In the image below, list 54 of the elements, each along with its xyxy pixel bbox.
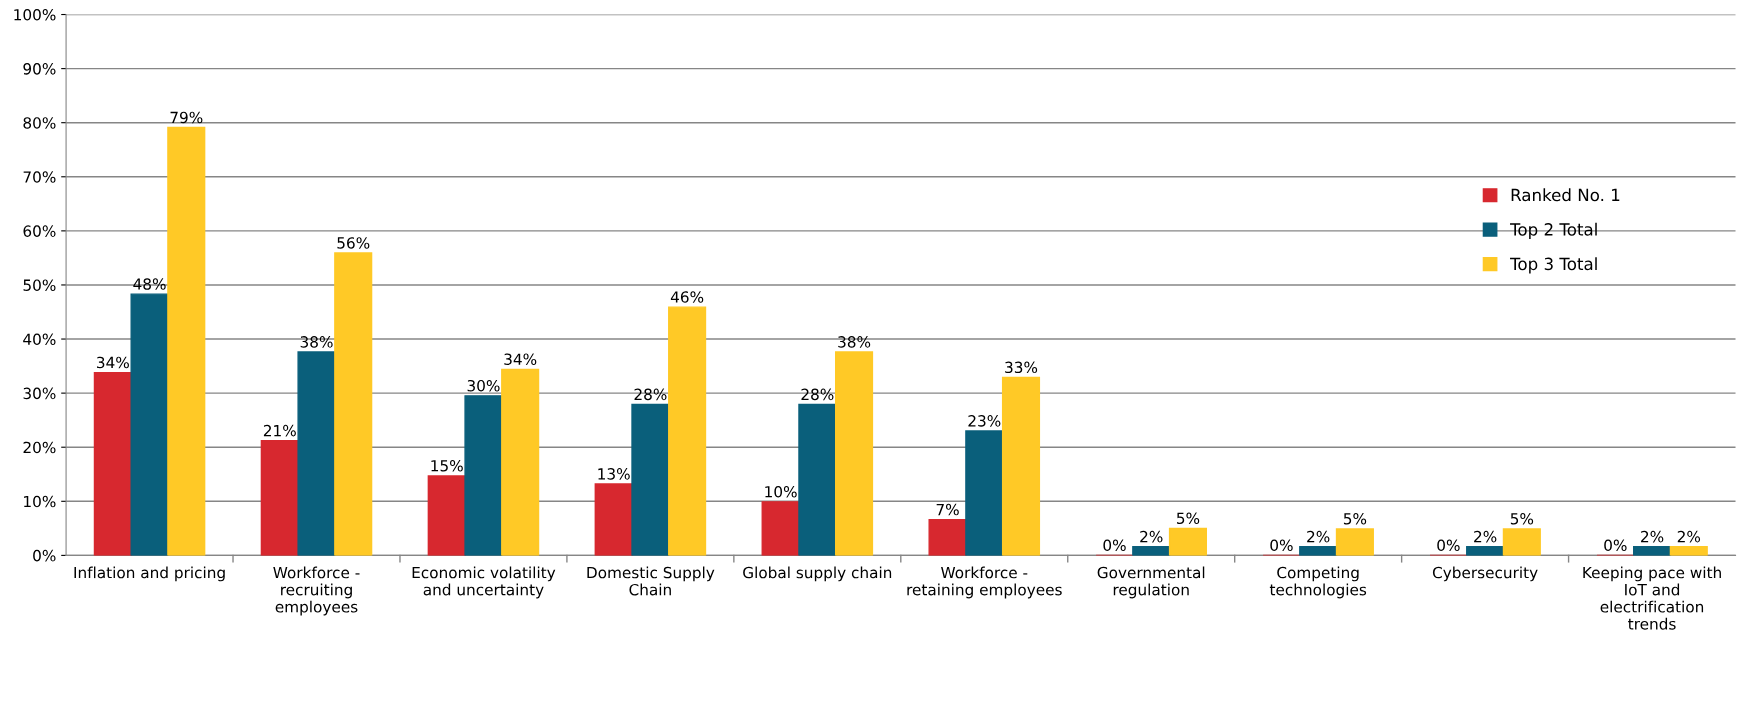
data-label: 2% bbox=[1140, 530, 1163, 543]
data-label: 5% bbox=[1510, 512, 1534, 525]
y-tick-label: 50% bbox=[23, 279, 56, 291]
data-label: 2% bbox=[1307, 530, 1330, 543]
data-label: 0% bbox=[1103, 539, 1126, 552]
x-tick-label: Workforce - recruiting employees bbox=[273, 566, 360, 616]
legend-label: Top 3 Total bbox=[1510, 257, 1597, 274]
data-label: 48% bbox=[133, 278, 166, 290]
data-label: 13% bbox=[598, 468, 630, 480]
data-label: 33% bbox=[1005, 361, 1038, 374]
data-label: 79% bbox=[170, 111, 203, 124]
data-label: 28% bbox=[801, 388, 834, 401]
x-tick-label: Economic volatility and uncertainty bbox=[412, 566, 556, 599]
data-label: 30% bbox=[467, 379, 500, 392]
x-tick-label: Governmental regulation bbox=[1097, 566, 1205, 599]
legend-label: Ranked No. 1 bbox=[1511, 188, 1620, 202]
data-label: 56% bbox=[337, 237, 370, 249]
legend-label: Top 2 Total bbox=[1510, 222, 1597, 239]
y-tick-label: 0% bbox=[33, 549, 56, 562]
y-tick-label: 100% bbox=[14, 8, 56, 21]
data-label: 5% bbox=[1343, 512, 1367, 525]
data-label: 2% bbox=[1474, 530, 1497, 543]
data-label: 46% bbox=[670, 291, 704, 303]
data-label: 0% bbox=[1437, 539, 1460, 552]
data-label: 21% bbox=[263, 424, 296, 437]
y-tick-label: 60% bbox=[23, 225, 56, 237]
data-label: 28% bbox=[634, 388, 667, 401]
y-tick-label: 10% bbox=[24, 495, 56, 508]
x-tick-label: Keeping pace with IoT and electrification trends bbox=[1583, 566, 1721, 630]
data-label: 0% bbox=[1604, 539, 1627, 552]
y-tick-label: 80% bbox=[23, 117, 56, 129]
x-tick-label: Global supply chain bbox=[743, 566, 892, 582]
x-tick-label: Inflation and pricing bbox=[74, 566, 225, 582]
y-tick-label: 30% bbox=[23, 387, 56, 400]
data-label: 23% bbox=[968, 415, 1001, 427]
data-label: 7% bbox=[936, 503, 959, 516]
x-tick-label: Domestic Supply Chain bbox=[587, 566, 715, 596]
data-label: 34% bbox=[504, 353, 537, 365]
y-tick-label: 20% bbox=[23, 441, 56, 454]
data-label: 5% bbox=[1177, 512, 1200, 524]
data-label: 10% bbox=[765, 485, 797, 498]
data-label: 34% bbox=[97, 356, 129, 369]
y-tick-label: 90% bbox=[23, 63, 56, 75]
x-tick-label: Workforce - retaining employees bbox=[907, 566, 1062, 599]
y-tick-label: 40% bbox=[23, 333, 56, 346]
data-label: 0% bbox=[1270, 539, 1293, 552]
x-tick-label: Competing technologies bbox=[1269, 566, 1367, 599]
data-label: 2% bbox=[1641, 530, 1664, 543]
y-tick-label: 70% bbox=[23, 171, 56, 183]
data-label: 38% bbox=[300, 336, 333, 348]
data-label: 2% bbox=[1677, 530, 1701, 543]
data-label: 15% bbox=[431, 459, 463, 472]
data-label: 38% bbox=[838, 336, 871, 348]
x-tick-label: Cybersecurity bbox=[1432, 566, 1538, 582]
